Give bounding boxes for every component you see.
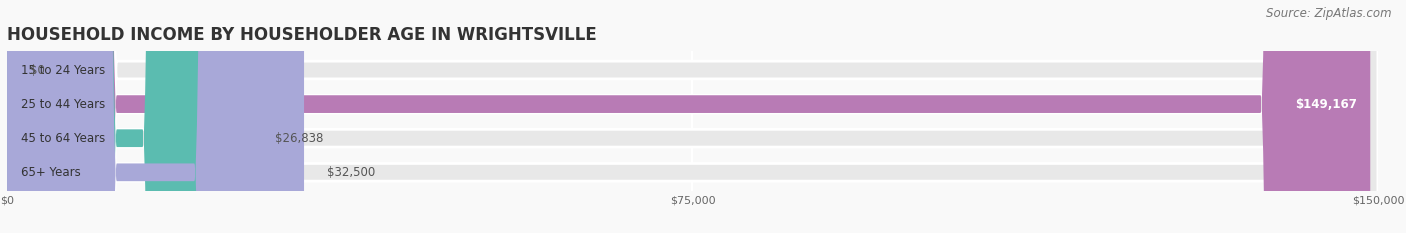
FancyBboxPatch shape (7, 0, 1378, 233)
Text: 45 to 64 Years: 45 to 64 Years (21, 132, 105, 145)
Text: $149,167: $149,167 (1295, 98, 1357, 111)
Text: $0: $0 (30, 64, 45, 76)
FancyBboxPatch shape (7, 0, 1378, 233)
FancyBboxPatch shape (7, 0, 252, 233)
Text: $32,500: $32,500 (326, 166, 375, 179)
Text: HOUSEHOLD INCOME BY HOUSEHOLDER AGE IN WRIGHTSVILLE: HOUSEHOLD INCOME BY HOUSEHOLDER AGE IN W… (7, 26, 596, 44)
Text: Source: ZipAtlas.com: Source: ZipAtlas.com (1267, 7, 1392, 20)
FancyBboxPatch shape (7, 0, 1371, 233)
Text: 25 to 44 Years: 25 to 44 Years (21, 98, 105, 111)
Text: 15 to 24 Years: 15 to 24 Years (21, 64, 105, 76)
FancyBboxPatch shape (7, 0, 304, 233)
Text: $26,838: $26,838 (276, 132, 323, 145)
FancyBboxPatch shape (7, 0, 1378, 233)
FancyBboxPatch shape (7, 0, 1378, 233)
Text: 65+ Years: 65+ Years (21, 166, 80, 179)
